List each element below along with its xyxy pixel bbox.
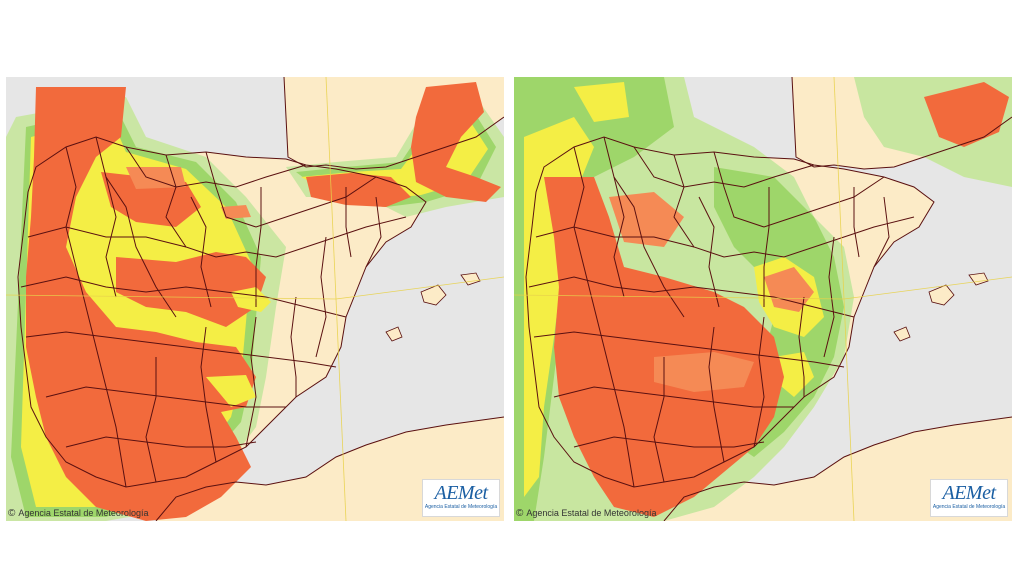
- ibiza-island: [385, 326, 403, 342]
- province-borders-right: [525, 136, 935, 488]
- forecast-field-left: [6, 82, 504, 521]
- aemet-logo: AEMet Agencia Estatal de Meteorología: [422, 479, 500, 517]
- coastlines-right: [663, 77, 1012, 521]
- copyright-credit: © Agencia Estatal de Meteorología: [516, 508, 657, 519]
- coastlines-left: [155, 77, 504, 521]
- ibiza-island: [893, 326, 911, 342]
- forecast-map-right: © Agencia Estatal de Meteorología AEMet A…: [514, 77, 1012, 521]
- graticule-right: [514, 77, 1012, 521]
- province-borders-left: [17, 136, 427, 488]
- map-canvas-right: [514, 77, 1012, 521]
- copyright-credit: © Agencia Estatal de Meteorología: [8, 508, 149, 519]
- aemet-logo: AEMet Agencia Estatal de Meteorología: [930, 479, 1008, 517]
- africa-land: [664, 417, 1012, 521]
- forecast-map-left: © Agencia Estatal de Meteorología AEMet A…: [6, 77, 504, 521]
- africa-land: [156, 417, 504, 521]
- graticule-left: [6, 77, 504, 521]
- map-canvas-left: [6, 77, 504, 521]
